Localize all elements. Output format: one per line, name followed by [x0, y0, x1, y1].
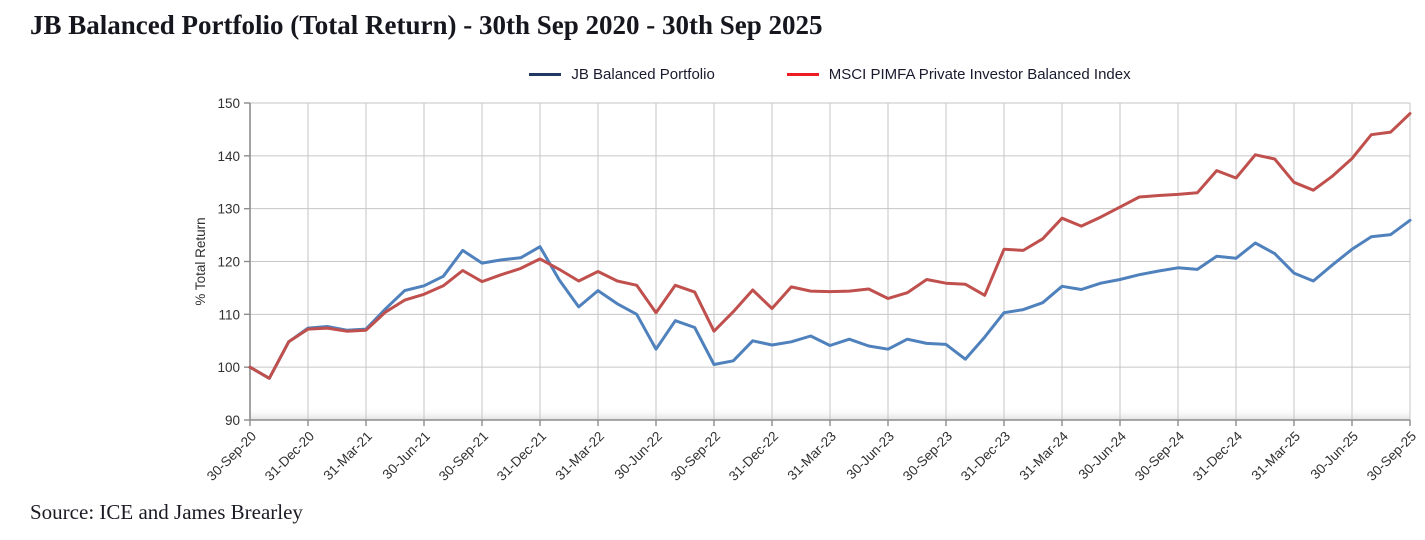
x-tick-label: 31-Mar-21	[320, 429, 375, 484]
chart-title: JB Balanced Portfolio (Total Return) - 3…	[30, 10, 823, 40]
x-tick-label: 30-Sep-21	[436, 429, 491, 484]
y-axis-title: % Total Return	[193, 217, 208, 305]
series-line-msci-pimfa-index	[248, 112, 1412, 380]
x-tick-label: 31-Mar-23	[784, 429, 839, 484]
x-tick-label: 30-Jun-25	[1308, 429, 1362, 483]
source-note: Source: ICE and James Brearley	[30, 500, 303, 524]
chart-area: 90 100 110 120 130 140 150 30-Sep-20 31-Dec-20 31…	[0, 95, 1425, 495]
jb-line-swatch-icon	[529, 73, 562, 76]
x-tick-label: 30-Jun-21	[380, 429, 434, 483]
x-tick-label: 31-Mar-22	[552, 429, 607, 484]
x-tick-label: 31-Mar-25	[1248, 429, 1303, 484]
x-tick-label: 31-Dec-20	[262, 429, 317, 484]
x-tick-label: 31-Dec-24	[1190, 428, 1246, 484]
legend-label-msci: MSCI PIMFA Private Investor Balanced Ind…	[828, 66, 1131, 83]
x-tick-label: 30-Jun-22	[612, 429, 666, 483]
msci-line-swatch-icon	[786, 73, 819, 76]
x-tick-label: 30-Sep-25	[1364, 429, 1419, 484]
y-tick-label: 150	[217, 96, 240, 111]
x-tick-label: 30-Sep-23	[900, 429, 955, 484]
x-tick-label: 30-Jun-24	[1076, 428, 1130, 482]
x-tick-label: 31-Dec-22	[726, 429, 781, 484]
x-tick-label: 31-Dec-23	[958, 429, 1013, 484]
y-tick-label: 120	[217, 255, 240, 270]
y-tick-label: 140	[217, 149, 240, 164]
x-tick-label: 31-Mar-24	[1016, 428, 1071, 483]
series-line-jb-balanced-portfolio	[248, 218, 1412, 380]
x-tick-label: 30-Sep-24	[1132, 428, 1188, 484]
legend-item-jb: JB Balanced Portfolio	[529, 66, 715, 83]
y-tick-label: 100	[217, 360, 240, 375]
legend-item-msci: MSCI PIMFA Private Investor Balanced Ind…	[786, 66, 1131, 83]
legend: JB Balanced Portfolio MSCI PIMFA Private…	[250, 66, 1410, 83]
y-tick-label: 90	[225, 413, 240, 428]
x-tick-label: 30-Sep-22	[668, 429, 723, 484]
y-tick-label: 110	[218, 307, 240, 322]
x-tick-label: 30-Sep-20	[204, 429, 259, 484]
legend-label-jb: JB Balanced Portfolio	[571, 66, 715, 83]
x-tick-label: 30-Jun-23	[844, 429, 898, 483]
x-tick-label: 31-Dec-21	[494, 429, 549, 484]
y-tick-label: 130	[217, 202, 240, 217]
